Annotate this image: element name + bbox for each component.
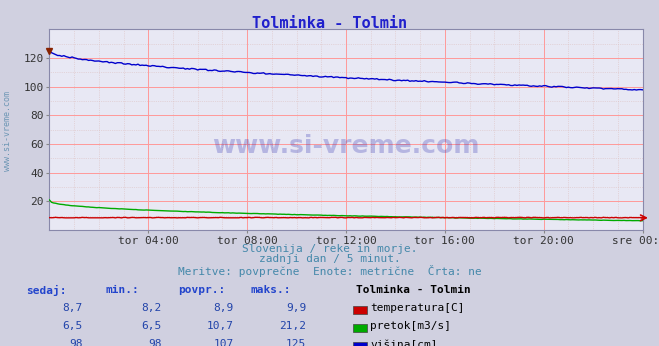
Text: 8,9: 8,9 bbox=[214, 303, 234, 313]
Text: Tolminka - Tolmin: Tolminka - Tolmin bbox=[252, 16, 407, 30]
Text: 98: 98 bbox=[69, 339, 82, 346]
Text: sedaj:: sedaj: bbox=[26, 285, 67, 297]
Text: povpr.:: povpr.: bbox=[178, 285, 225, 295]
Text: 8,2: 8,2 bbox=[141, 303, 161, 313]
Text: 21,2: 21,2 bbox=[279, 321, 306, 331]
Text: temperatura[C]: temperatura[C] bbox=[370, 303, 465, 313]
Text: zadnji dan / 5 minut.: zadnji dan / 5 minut. bbox=[258, 254, 401, 264]
Text: 125: 125 bbox=[286, 339, 306, 346]
Text: višina[cm]: višina[cm] bbox=[370, 339, 438, 346]
Text: 6,5: 6,5 bbox=[141, 321, 161, 331]
Text: Slovenija / reke in morje.: Slovenija / reke in morje. bbox=[242, 244, 417, 254]
Text: pretok[m3/s]: pretok[m3/s] bbox=[370, 321, 451, 331]
Text: 8,7: 8,7 bbox=[62, 303, 82, 313]
Text: 107: 107 bbox=[214, 339, 234, 346]
Text: Tolminka - Tolmin: Tolminka - Tolmin bbox=[356, 285, 471, 295]
Text: 10,7: 10,7 bbox=[207, 321, 234, 331]
Text: maks.:: maks.: bbox=[250, 285, 291, 295]
Text: Meritve: povprečne  Enote: metrične  Črta: ne: Meritve: povprečne Enote: metrične Črta:… bbox=[178, 265, 481, 277]
Text: 9,9: 9,9 bbox=[286, 303, 306, 313]
Text: 98: 98 bbox=[148, 339, 161, 346]
Text: 6,5: 6,5 bbox=[62, 321, 82, 331]
Text: www.si-vreme.com: www.si-vreme.com bbox=[212, 134, 480, 158]
Text: www.si-vreme.com: www.si-vreme.com bbox=[3, 91, 13, 172]
Text: min.:: min.: bbox=[105, 285, 139, 295]
